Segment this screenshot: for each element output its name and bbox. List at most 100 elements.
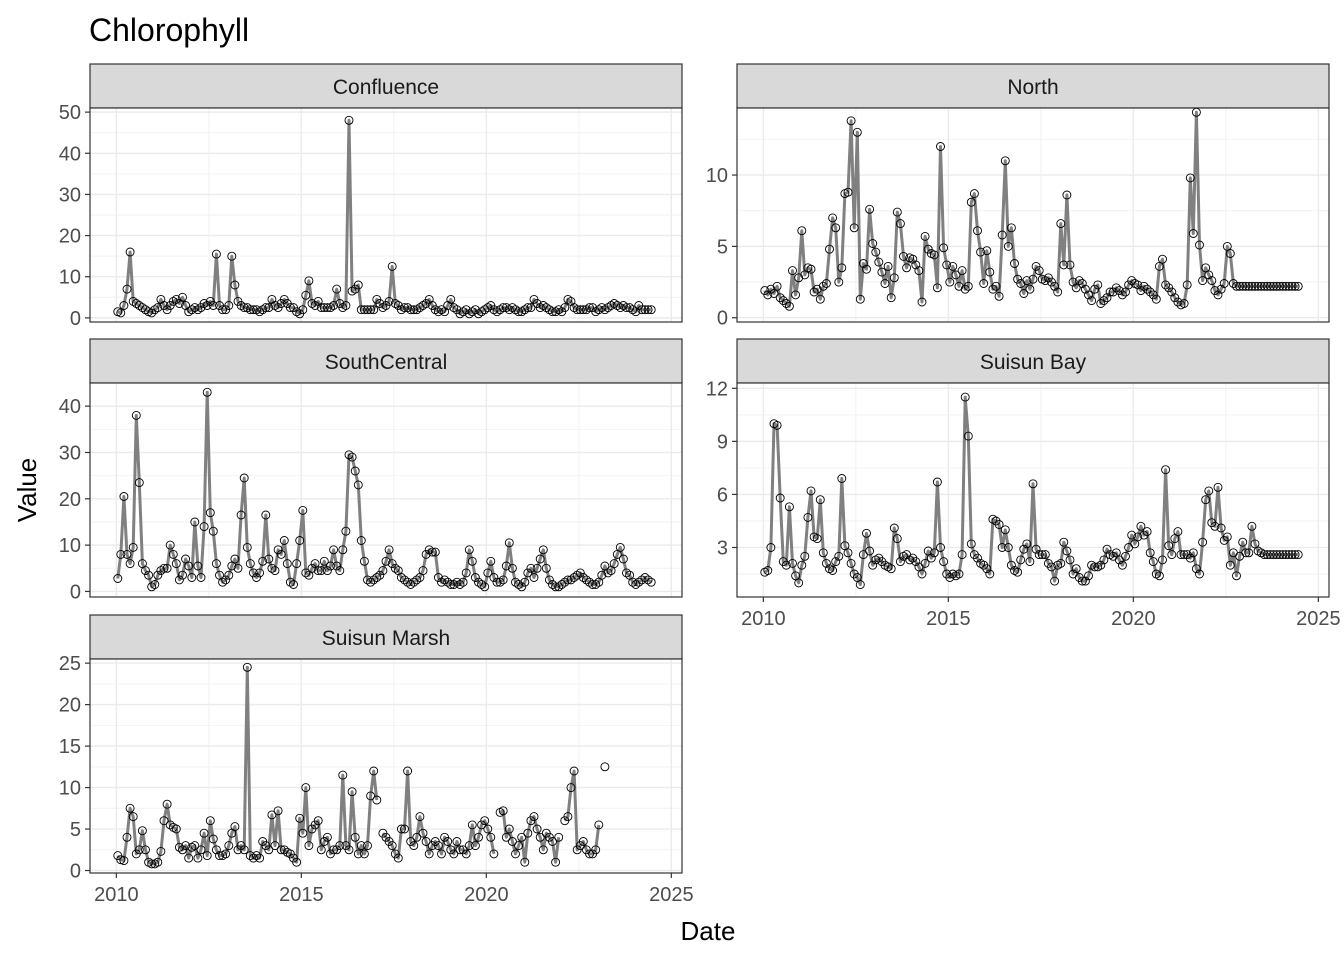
data-point [880,279,890,288]
data-point [784,301,794,311]
data-point [492,307,502,317]
data-point [381,556,391,566]
data-point [270,301,280,310]
data-point [356,536,366,545]
data-point [538,301,548,310]
data-point [622,568,631,578]
data-point [1281,550,1291,560]
data-point [208,301,218,310]
data-point [600,305,610,315]
y-tick-label: 40 [59,143,81,165]
data-point [560,577,570,587]
series-line-segment [116,390,653,589]
data-point [1225,560,1235,570]
data-point [766,543,776,552]
data-point [846,558,856,568]
data-point [400,303,409,313]
data-point [1028,274,1038,284]
data-point [1145,548,1155,558]
data-point [1117,290,1127,300]
data-point [230,554,240,564]
data-point [400,575,409,585]
data-point [252,573,261,582]
data-point [116,308,126,318]
series-line-segment [763,110,1299,308]
data-point [828,566,838,575]
data-point [1154,261,1164,271]
y-tick-label: 5 [70,819,81,841]
data-point [1013,567,1023,577]
data-point [258,305,268,315]
data-point [153,303,163,313]
data-point [886,564,896,574]
data-point [507,563,517,573]
data-point [437,305,446,315]
data-point [298,828,308,838]
data-point [532,824,542,834]
data-point [335,841,345,851]
data-point [825,244,834,254]
data-point [125,559,135,569]
data-point [292,307,302,317]
y-axis-title: Value [12,458,42,523]
data-point [625,303,635,313]
data-point [1244,548,1254,558]
data-point [467,307,477,317]
data-point [289,580,298,589]
data-point [1201,495,1211,505]
data-point [517,582,527,592]
data-point [538,545,548,555]
data-point [957,550,967,560]
data-point [1158,254,1167,264]
data-point [831,557,841,567]
data-point [520,577,530,587]
data-point [335,566,345,576]
data-point [1204,270,1214,280]
data-point [1185,553,1195,563]
data-point [261,510,271,520]
data-point [440,575,450,585]
data-point [1262,281,1272,291]
data-point [1006,223,1016,233]
data-point [1293,550,1303,560]
data-point [1179,299,1189,308]
data-point [338,303,348,313]
data-point [211,845,221,855]
data-point [316,566,326,576]
chart-title: Chlorophyll [89,12,249,48]
data-point [603,303,613,313]
data-point [954,281,964,291]
data-point [788,266,797,276]
data-point [982,564,992,574]
data-point [125,247,135,257]
data-point [815,495,825,505]
data-point [449,580,459,589]
data-point [1210,521,1220,531]
data-point [914,266,924,276]
data-point [1000,525,1010,535]
data-point [926,553,936,563]
data-point [929,548,939,558]
data-point [578,837,588,846]
data-point [119,301,129,310]
data-point [415,812,425,822]
data-point [270,566,280,576]
data-point [150,305,160,315]
data-point [1272,281,1282,291]
data-point [359,305,369,315]
data-point [495,577,505,587]
data-point [363,575,372,585]
data-point [474,309,483,319]
data-point [1065,555,1075,565]
data-point [1022,276,1032,286]
data-point [1198,537,1208,547]
data-point [319,303,329,313]
data-point [467,556,477,566]
data-point [936,543,945,552]
data-point [1019,289,1029,298]
data-point [899,251,908,261]
data-point [319,556,329,566]
data-point [338,545,348,555]
data-point [239,473,249,483]
data-point [313,566,323,576]
